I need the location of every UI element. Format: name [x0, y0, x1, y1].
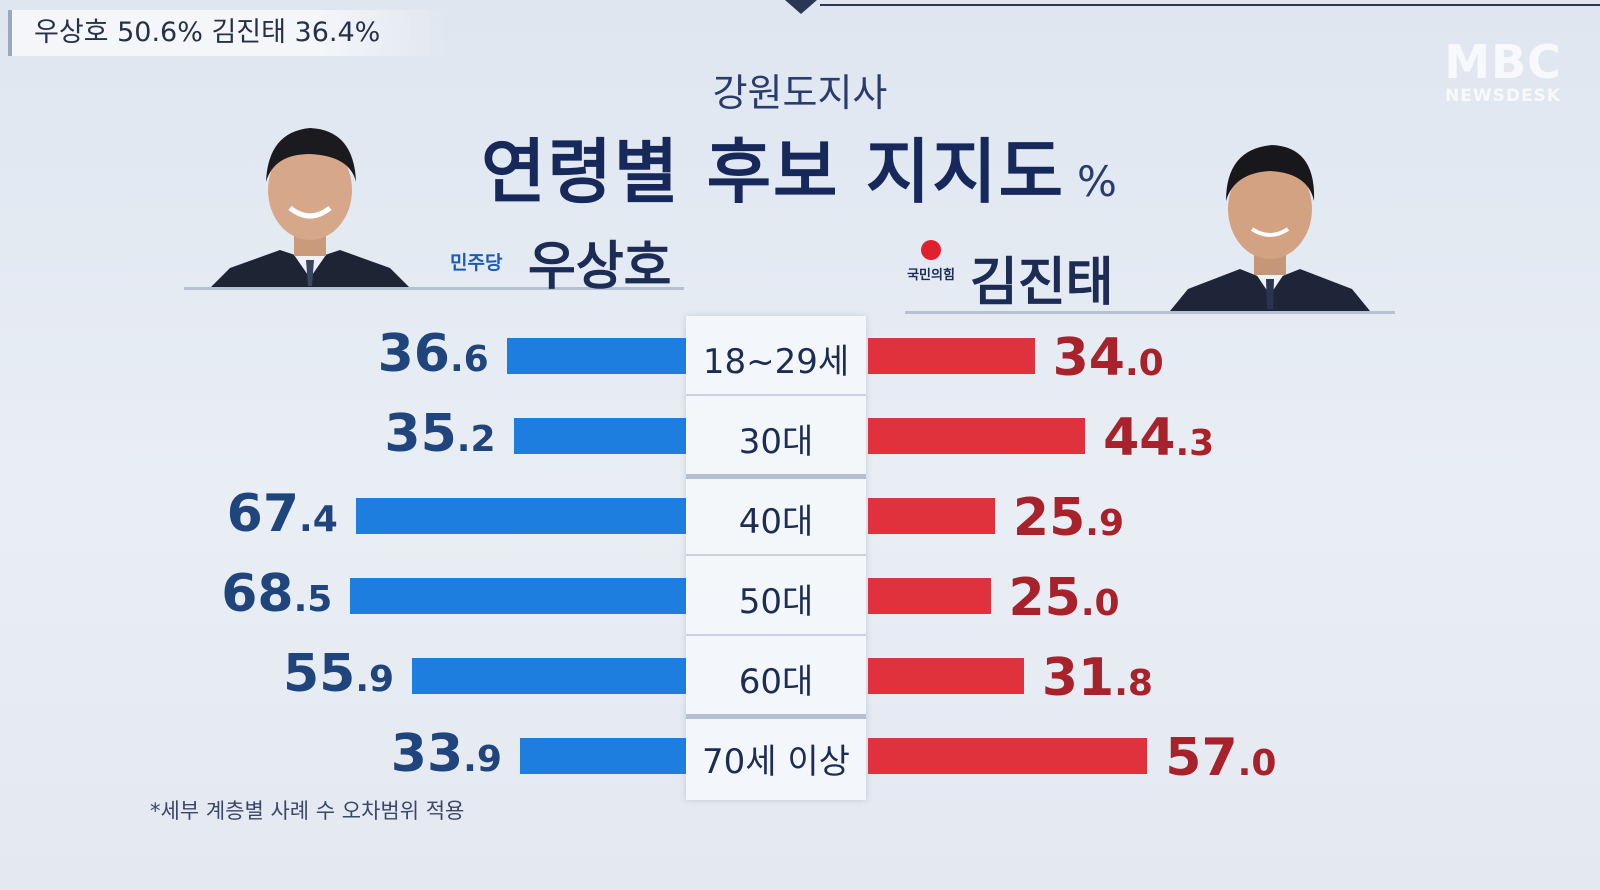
right-value-label: 25.9: [1012, 488, 1125, 548]
logo-text: MBC: [1444, 35, 1562, 89]
left-party-label: 민주당: [450, 252, 503, 274]
chart-unit: %: [1077, 157, 1119, 206]
broadcaster-logo: MBC NEWSDESK: [1428, 38, 1578, 106]
left-value-label: 36.6: [377, 324, 489, 384]
right-party-label: 국민의힘: [907, 268, 955, 283]
row-separator: [686, 474, 866, 479]
age-group-label: 40대: [738, 502, 814, 542]
age-group-label: 30대: [738, 422, 814, 462]
left-value-label: 35.2: [384, 404, 496, 464]
logo-subtext: NEWSDESK: [1445, 86, 1561, 106]
party-mark-icon: [921, 240, 941, 260]
right-value-label: 34.0: [1052, 328, 1164, 388]
row-separator: [686, 634, 866, 636]
left-value-label: 67.4: [226, 484, 338, 544]
age-group-label: 60대: [738, 662, 814, 702]
left-candidate-name: 우상호: [528, 237, 672, 297]
left-bar: [350, 578, 686, 614]
right-bar: [868, 418, 1086, 454]
right-candidate-portrait: [1170, 145, 1370, 311]
left-candidate-portrait: [210, 128, 410, 288]
left-bar: [355, 498, 686, 534]
row-separator: [686, 554, 866, 556]
left-value-label: 33.9: [390, 724, 502, 784]
right-bar: [868, 738, 1148, 774]
left-value-label: 68.5: [221, 564, 333, 624]
top-border-line: [820, 4, 1600, 6]
age-group-label: 18~29세: [702, 342, 850, 382]
chart-title: 연령별 후보 지지도%: [400, 116, 1200, 217]
left-bar: [519, 738, 686, 774]
left-bar: [513, 418, 686, 454]
headline-ticker: 우상호 50.6% 김진태 36.4%: [8, 10, 448, 56]
chart-title-text: 연령별 후보 지지도: [481, 131, 1066, 213]
age-group-label: 50대: [738, 582, 814, 622]
left-value-label: 55.9: [282, 644, 395, 704]
left-header-shelf: [184, 287, 684, 290]
right-bar: [868, 338, 1035, 374]
right-value-label: 25.0: [1008, 568, 1120, 628]
left-bar: [412, 658, 686, 694]
left-bar: [506, 338, 686, 374]
age-group-column: 18~29세 30대 40대 50대 60대 70세 이상: [686, 316, 866, 800]
right-bar: [868, 498, 995, 534]
right-value-label: 31.8: [1041, 648, 1153, 708]
top-notch: [785, 0, 817, 14]
right-value-label: 57.0: [1165, 728, 1277, 788]
footnote: *세부 계층별 사례 수 오차범위 적용: [150, 799, 465, 823]
right-party-logo: 국민의힘: [905, 240, 957, 283]
right-value-label: 44.3: [1103, 408, 1215, 468]
age-group-label: 70세 이상: [702, 742, 850, 782]
chart-subtitle: 강원도지사: [712, 71, 888, 115]
row-separator: [686, 714, 866, 719]
right-bar: [868, 658, 1024, 694]
right-header-shelf: [905, 311, 1395, 314]
right-bar: [868, 578, 991, 614]
right-candidate-name: 김진태: [970, 253, 1114, 313]
row-separator: [686, 394, 866, 396]
